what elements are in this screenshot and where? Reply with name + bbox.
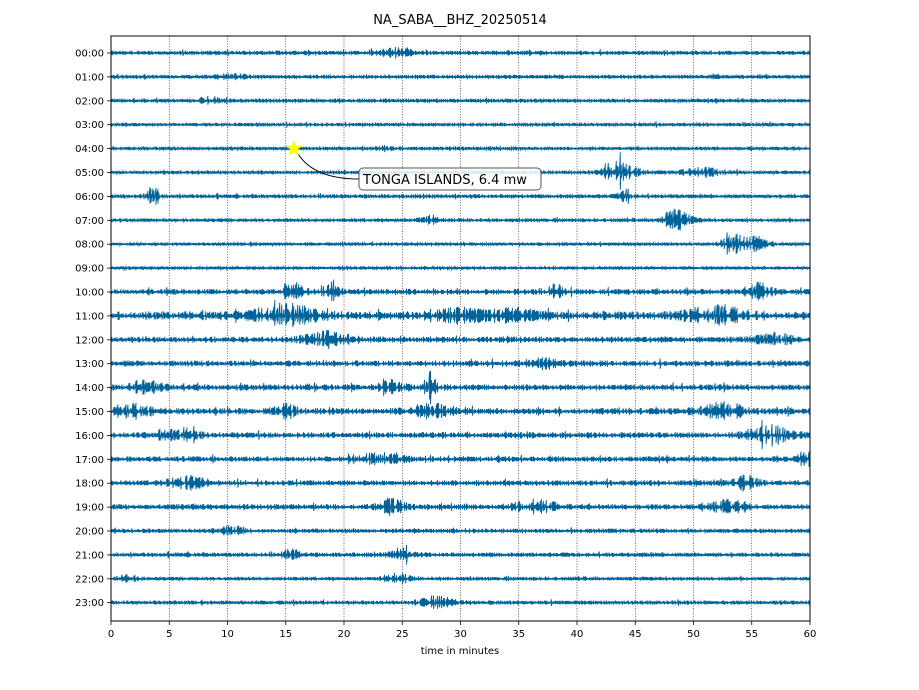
y-tick-label: 10:00	[75, 288, 104, 299]
y-tick-label: 03:00	[75, 120, 104, 131]
y-tick-label: 04:00	[75, 144, 104, 155]
y-tick-label: 20:00	[75, 527, 104, 538]
y-tick-label: 16:00	[75, 431, 104, 442]
y-tick-label: 15:00	[75, 407, 104, 418]
y-tick-label: 02:00	[75, 96, 104, 107]
x-axis-label: time in minutes	[421, 646, 500, 657]
y-tick-label: 05:00	[75, 168, 104, 179]
y-tick-label: 14:00	[75, 383, 104, 394]
y-tick-label: 01:00	[75, 72, 104, 83]
y-tick-label: 17:00	[75, 455, 104, 466]
event-label: TONGA ISLANDS, 6.4 mw	[362, 173, 527, 188]
y-tick-label: 09:00	[75, 264, 104, 275]
x-tick-label: 45	[629, 629, 642, 640]
y-tick-label: 11:00	[75, 311, 104, 322]
x-tick-label: 30	[454, 629, 467, 640]
x-tick-label: 60	[804, 629, 817, 640]
trace-lines	[110, 46, 811, 609]
x-tick-label: 50	[687, 629, 700, 640]
x-tick-label: 35	[512, 629, 525, 640]
y-tick-label: 13:00	[75, 359, 104, 370]
event-label-box	[358, 167, 542, 191]
y-tick-label: 19:00	[75, 503, 104, 514]
y-tick-label: 08:00	[75, 240, 104, 251]
x-tick-label: 0	[108, 629, 114, 640]
y-tick-label: 00:00	[75, 49, 104, 60]
y-tick-label: 06:00	[75, 192, 104, 203]
y-tick-label: 12:00	[75, 335, 104, 346]
y-tick-labels: 00:00 01:00 02:00 03:00 04:00 05:00 06:00 07:00…	[75, 49, 111, 609]
x-tick-label: 55	[745, 629, 758, 640]
y-tick-label: 21:00	[75, 550, 104, 561]
y-tick-label: 23:00	[75, 598, 104, 609]
x-tick-label: 10	[221, 629, 234, 640]
x-tick-label: 40	[571, 629, 584, 640]
y-tick-label: 07:00	[75, 216, 104, 227]
x-tick-labels: 0 5 10 15 20 25 30 35 40 45 50 55 60	[108, 621, 817, 640]
trace-row-2100	[110, 545, 811, 565]
y-tick-label: 18:00	[75, 479, 104, 490]
event-annotation: TONGA ISLANDS, 6.4 mw	[285, 139, 542, 191]
event-arrow	[297, 153, 360, 180]
chart-title: NA_SABA__BHZ_20250514	[373, 13, 547, 28]
x-tick-label: 25	[396, 629, 409, 640]
x-tick-label: 15	[279, 629, 292, 640]
x-tick-label: 5	[166, 629, 172, 640]
x-tick-label: 20	[338, 629, 351, 640]
event-star-marker	[285, 139, 303, 156]
y-tick-label: 22:00	[75, 574, 104, 585]
